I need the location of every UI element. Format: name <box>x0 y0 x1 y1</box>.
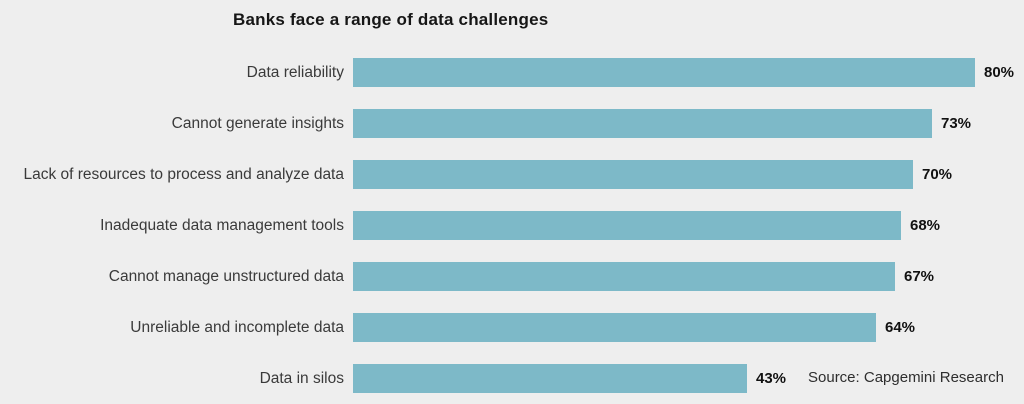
category-label: Cannot manage unstructured data <box>108 267 344 285</box>
chart-row: Data reliability 80% <box>0 58 1024 87</box>
category-label: Data reliability <box>246 63 344 81</box>
bar <box>353 58 975 87</box>
category-label: Lack of resources to process and analyze… <box>23 165 344 183</box>
chart-title: Banks face a range of data challenges <box>233 10 549 29</box>
category-label: Data in silos <box>259 369 344 387</box>
chart-row: Lack of resources to process and analyze… <box>0 160 1024 189</box>
chart-row: Cannot generate insights 73% <box>0 109 1024 138</box>
chart-row: Inadequate data management tools 68% <box>0 211 1024 240</box>
value-label: 67% <box>904 268 935 285</box>
bar <box>353 211 901 240</box>
value-label: 68% <box>910 217 941 234</box>
value-label: 80% <box>984 64 1015 81</box>
bar <box>353 160 913 189</box>
value-label: 64% <box>885 319 916 336</box>
category-label: Inadequate data management tools <box>100 216 344 234</box>
bar <box>353 313 876 342</box>
bar <box>353 262 895 291</box>
chart-row: Cannot manage unstructured data 67% <box>0 262 1024 291</box>
value-label: 43% <box>756 370 787 387</box>
bar <box>353 364 747 393</box>
chart-row: Unreliable and incomplete data 64% <box>0 313 1024 342</box>
bar <box>353 109 932 138</box>
value-label: 73% <box>941 115 972 132</box>
chart-row: Data in silos 43% <box>0 364 1024 393</box>
source-note: Source: Capgemini Research <box>808 369 1004 386</box>
category-label: Unreliable and incomplete data <box>130 318 344 336</box>
value-label: 70% <box>922 166 953 183</box>
category-label: Cannot generate insights <box>171 114 344 132</box>
